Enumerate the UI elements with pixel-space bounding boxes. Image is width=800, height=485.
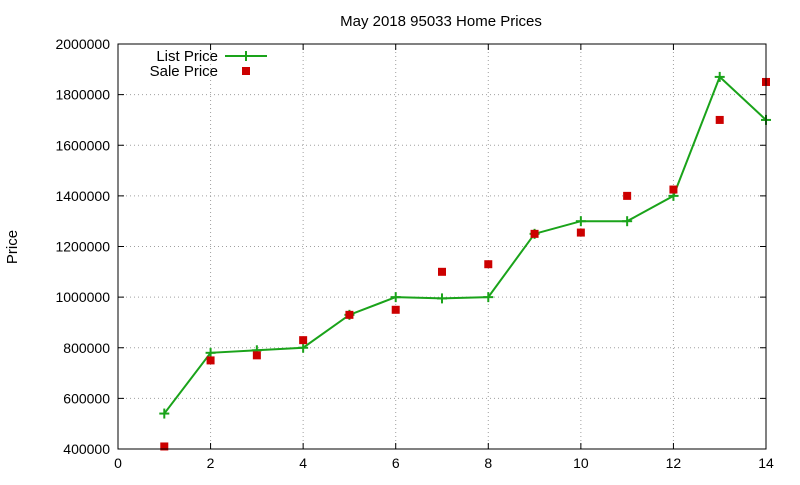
sale-price-point bbox=[345, 310, 354, 319]
x-tick-label: 4 bbox=[299, 455, 307, 471]
ticks: 0 2 4 6 8 10 12 14 400000 600000 800000 1000000 1200… bbox=[55, 36, 774, 471]
x-tick-label: 2 bbox=[207, 455, 215, 471]
series-layer bbox=[159, 71, 771, 451]
x-tick-label: 10 bbox=[573, 455, 589, 471]
sale-price-point bbox=[160, 442, 169, 451]
x-tick-label: 8 bbox=[484, 455, 492, 471]
y-tick-label: 600000 bbox=[63, 390, 110, 406]
list-price-point bbox=[390, 292, 401, 303]
list-price-point bbox=[437, 293, 447, 304]
x-tick-label: 12 bbox=[666, 455, 682, 471]
y-tick-label: 1400000 bbox=[55, 188, 110, 204]
y-tick-label: 400000 bbox=[63, 441, 110, 457]
sale-price-point bbox=[299, 336, 308, 345]
x-tick-label: 6 bbox=[392, 455, 400, 471]
sale-price-point bbox=[530, 229, 539, 238]
legend-swatch-marker-list-price bbox=[241, 51, 251, 61]
legend-swatch-marker-sale-price bbox=[242, 67, 250, 75]
list-price-point bbox=[159, 408, 170, 419]
legend-label-list-price: List Price bbox=[156, 48, 218, 65]
sale-price-point bbox=[252, 351, 261, 360]
sale-price-point bbox=[669, 185, 678, 194]
sale-price-point bbox=[576, 228, 585, 237]
sale-price-point bbox=[206, 356, 215, 365]
sale-price-point bbox=[391, 305, 400, 314]
list-price-point bbox=[714, 71, 725, 82]
y-tick-label: 2000000 bbox=[55, 36, 110, 52]
list-price-point bbox=[205, 347, 216, 358]
y-tick-label: 1800000 bbox=[55, 87, 110, 103]
legend-label-sale-price: Sale Price bbox=[150, 63, 218, 80]
list-price-point bbox=[483, 292, 494, 303]
list-price-series bbox=[159, 71, 771, 419]
sale-price-series bbox=[160, 77, 770, 451]
list-price-point bbox=[575, 216, 586, 227]
sale-price-point bbox=[438, 267, 446, 276]
y-axis-label: Price bbox=[4, 230, 21, 264]
sale-price-point bbox=[484, 260, 493, 269]
grid bbox=[118, 44, 766, 449]
y-tick-label: 1600000 bbox=[55, 137, 110, 153]
x-tick-label: 14 bbox=[758, 455, 774, 471]
sale-price-point bbox=[623, 191, 632, 200]
list-price-point bbox=[622, 216, 633, 227]
list-price-point bbox=[298, 342, 309, 353]
y-tick-label: 800000 bbox=[63, 340, 110, 356]
y-tick-label: 1000000 bbox=[55, 289, 110, 305]
chart-title: May 2018 95033 Home Prices bbox=[340, 13, 542, 30]
x-tick-label: 0 bbox=[114, 455, 122, 471]
y-tick-label: 1200000 bbox=[55, 239, 110, 255]
list-price-line bbox=[163, 75, 767, 415]
sale-price-point bbox=[715, 115, 724, 124]
